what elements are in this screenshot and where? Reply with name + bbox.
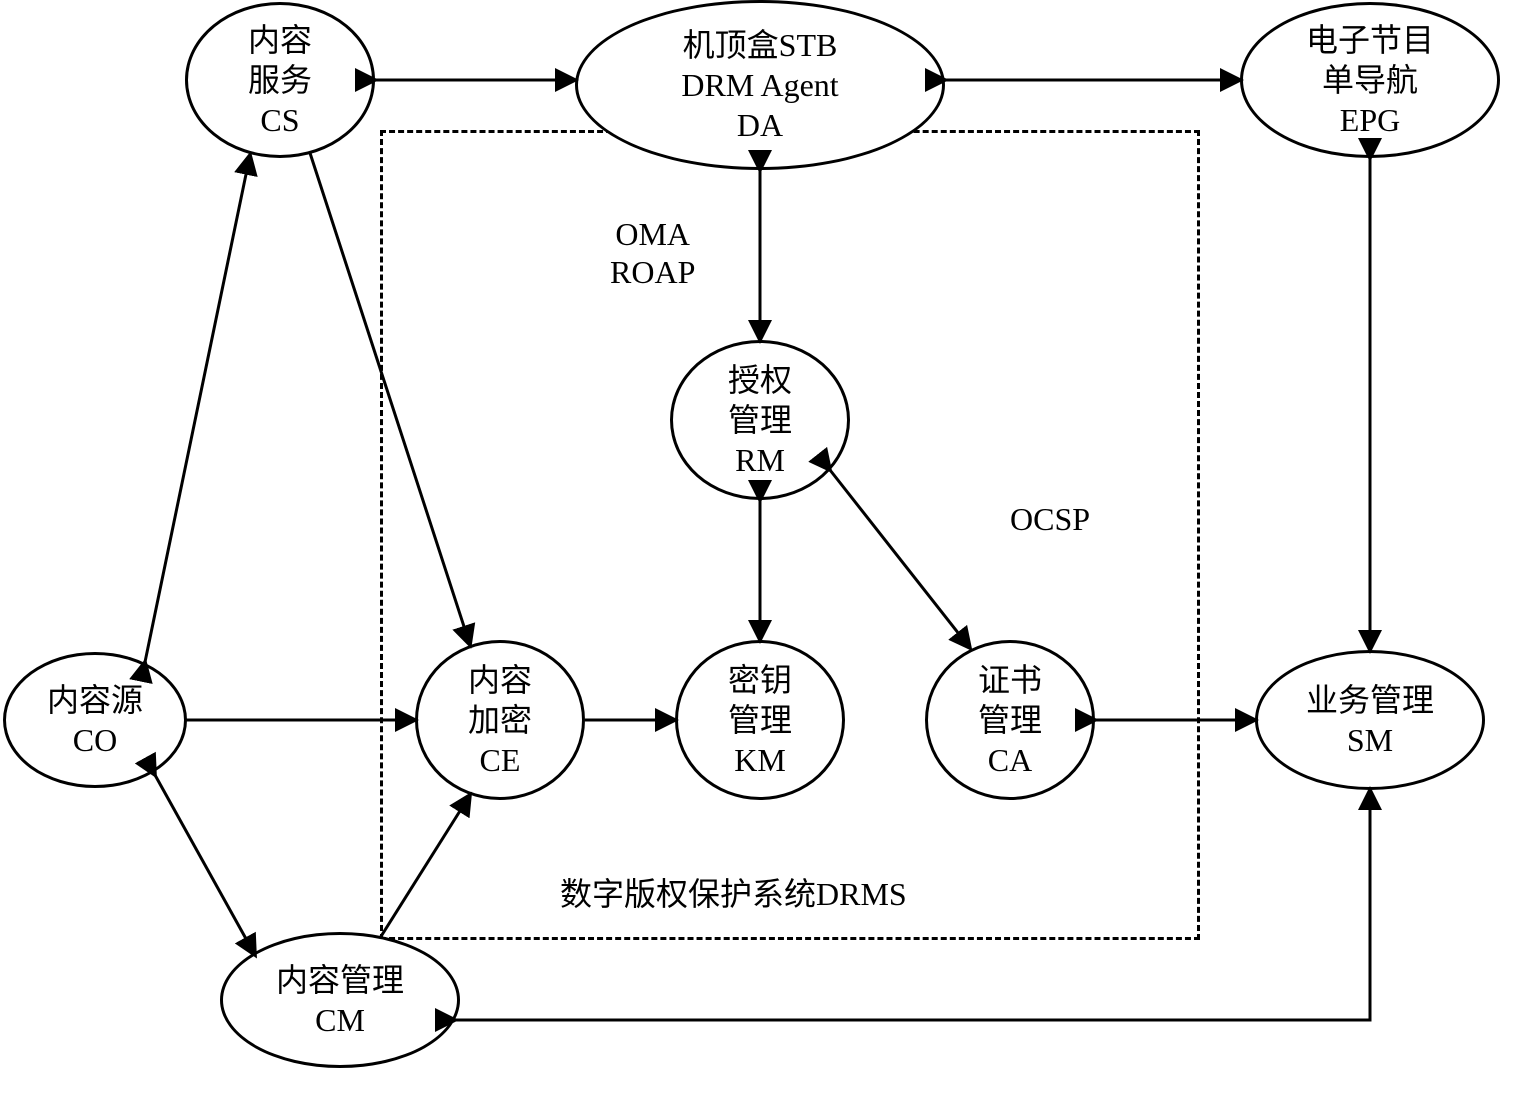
node-sm-line1: 业务管理 [1306, 680, 1434, 720]
node-da-line3: DA [737, 105, 783, 145]
label-ocsp-l1: OCSP [1010, 501, 1090, 537]
node-cs-line1: 内容 [248, 20, 312, 60]
node-co-line1: 内容源 [47, 680, 143, 720]
node-co-line2: CO [73, 720, 117, 760]
node-cs-line3: CS [260, 100, 299, 140]
node-ce-line3: CE [480, 740, 521, 780]
node-ca-line2: 管理 [978, 700, 1042, 740]
node-cs: 内容 服务 CS [185, 2, 375, 158]
drms-label: 数字版权保护系统DRMS [560, 875, 907, 913]
node-rm: 授权 管理 RM [670, 340, 850, 500]
node-da: 机顶盒STB DRM Agent DA [575, 0, 945, 170]
label-oma-roap: OMA ROAP [610, 215, 695, 292]
node-da-line2: DRM Agent [681, 65, 838, 105]
node-ca-line1: 证书 [978, 660, 1042, 700]
node-epg-line2: 单导航 [1322, 60, 1418, 100]
node-ce-line2: 加密 [468, 700, 532, 740]
node-cs-line2: 服务 [248, 60, 312, 100]
node-sm: 业务管理 SM [1255, 650, 1485, 790]
node-km: 密钥 管理 KM [675, 640, 845, 800]
node-ce-line1: 内容 [468, 660, 532, 700]
node-ce: 内容 加密 CE [415, 640, 585, 800]
node-km-line1: 密钥 [728, 660, 792, 700]
label-oma-roap-l1: OMA [615, 216, 690, 252]
node-rm-line2: 管理 [728, 400, 792, 440]
label-oma-roap-l2: ROAP [610, 254, 695, 290]
node-ca: 证书 管理 CA [925, 640, 1095, 800]
node-ca-line3: CA [988, 740, 1032, 780]
node-cm-line1: 内容管理 [276, 960, 404, 1000]
node-da-line1: 机顶盒STB [683, 25, 838, 65]
node-cm: 内容管理 CM [220, 932, 460, 1068]
node-epg-line1: 电子节目 [1306, 20, 1434, 60]
node-rm-line3: RM [735, 440, 785, 480]
node-co: 内容源 CO [3, 652, 187, 788]
node-epg-line3: EPG [1340, 100, 1400, 140]
node-km-line3: KM [734, 740, 786, 780]
node-rm-line1: 授权 [728, 360, 792, 400]
node-epg: 电子节目 单导航 EPG [1240, 2, 1500, 158]
node-sm-line2: SM [1347, 720, 1393, 760]
node-cm-line2: CM [315, 1000, 365, 1040]
node-km-line2: 管理 [728, 700, 792, 740]
label-ocsp: OCSP [1010, 500, 1090, 538]
